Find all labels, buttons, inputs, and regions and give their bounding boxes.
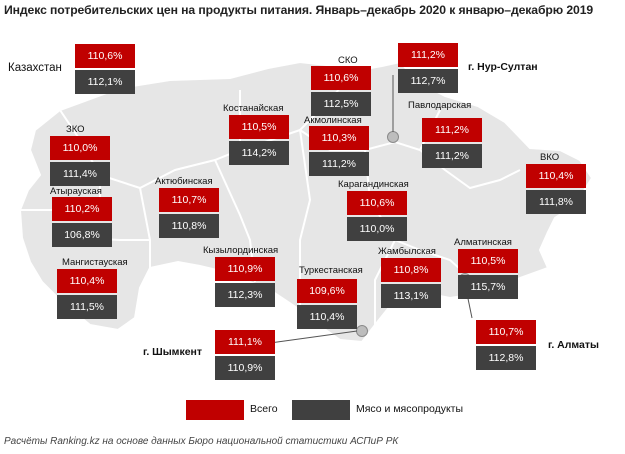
region-label-kostanay: Костанайская <box>223 103 284 114</box>
value-total-kyzylorda: 110,9% <box>215 257 275 281</box>
region-label-mangystau: Мангистауская <box>62 257 128 268</box>
value-meat-turkestan: 110,4% <box>297 305 357 329</box>
value-total-vko: 110,4% <box>526 164 586 188</box>
value-meat-atyrau: 106,8% <box>52 223 112 247</box>
region-box-shymkent: 111,1% 110,9% <box>215 330 275 382</box>
shymkent-marker <box>356 325 368 337</box>
value-meat-almaty-obl: 115,7% <box>458 275 518 299</box>
region-label-sko: СКО <box>338 55 358 66</box>
region-box-mangystau: 110,4% 111,5% <box>57 269 117 321</box>
region-box-karaganda: 110,6% 110,0% <box>347 191 407 243</box>
region-label-shymkent: г. Шымкент <box>143 346 203 358</box>
value-total-turkestan: 109,6% <box>297 279 357 303</box>
region-label-kyzylorda: Кызылординская <box>203 245 279 256</box>
region-label-turkestan: Туркестанская <box>299 265 363 276</box>
value-meat-karaganda: 110,0% <box>347 217 407 241</box>
region-label-nur-sultan: г. Нур-Султан <box>468 61 538 73</box>
region-box-zko: 110,0% 111,4% <box>50 136 110 188</box>
chart-title: Индекс потребительских цен на продукты п… <box>4 3 594 17</box>
value-meat-zhambyl: 113,1% <box>381 284 441 308</box>
region-box-turkestan: 109,6% 110,4% <box>297 279 357 331</box>
value-total-kazakhstan: 110,6% <box>75 44 135 68</box>
source-note: Расчёты Ranking.kz на основе данных Бюро… <box>4 436 399 447</box>
value-total-kostanay: 110,5% <box>229 115 289 139</box>
legend-swatch-meat <box>292 400 350 420</box>
value-meat-almaty: 112,8% <box>476 346 536 370</box>
legend-label-total: Всего <box>250 403 278 415</box>
region-label-akmola: Акмолинская <box>304 115 362 126</box>
value-total-aktobe: 110,7% <box>159 188 219 212</box>
region-box-pavlodar: 111,2% 111,2% <box>422 118 482 170</box>
region-box-nur-sultan: 111,2% 112,7% <box>398 43 458 95</box>
value-meat-pavlodar: 111,2% <box>422 144 482 168</box>
value-meat-kyzylorda: 112,3% <box>215 283 275 307</box>
value-meat-kazakhstan: 112,1% <box>75 70 135 94</box>
region-label-zko: ЗКО <box>66 124 85 135</box>
region-label-kazakhstan: Казахстан <box>8 62 62 74</box>
value-meat-zko: 111,4% <box>50 162 110 186</box>
region-label-zhambyl: Жамбылская <box>378 246 436 257</box>
value-total-karaganda: 110,6% <box>347 191 407 215</box>
region-box-sko: 110,6% 112,5% <box>311 66 371 118</box>
region-box-vko: 110,4% 111,8% <box>526 164 586 216</box>
value-total-zko: 110,0% <box>50 136 110 160</box>
value-total-atyrau: 110,2% <box>52 197 112 221</box>
region-box-aktobe: 110,7% 110,8% <box>159 188 219 240</box>
shymkent-leader <box>269 330 358 344</box>
region-label-pavlodar: Павлодарская <box>408 100 472 111</box>
region-label-atyrau: Атырауская <box>50 186 102 197</box>
value-meat-sko: 112,5% <box>311 92 371 116</box>
region-box-kyzylorda: 110,9% 112,3% <box>215 257 275 309</box>
region-box-almaty-obl: 110,5% 115,7% <box>458 249 518 301</box>
value-meat-vko: 111,8% <box>526 190 586 214</box>
region-label-almaty: г. Алматы <box>548 339 599 351</box>
region-label-aktobe: Актюбинская <box>155 176 213 187</box>
region-box-atyrau: 110,2% 106,8% <box>52 197 112 249</box>
value-meat-nur-sultan: 112,7% <box>398 69 458 93</box>
value-meat-akmola: 111,2% <box>309 152 369 176</box>
value-total-pavlodar: 111,2% <box>422 118 482 142</box>
value-total-almaty-obl: 110,5% <box>458 249 518 273</box>
value-total-shymkent: 111,1% <box>215 330 275 354</box>
region-label-vko: ВКО <box>540 152 560 163</box>
region-box-kazakhstan: 110,6% 112,1% <box>75 44 135 96</box>
value-meat-mangystau: 111,5% <box>57 295 117 319</box>
legend-label-meat: Мясо и мясопродукты <box>356 403 464 415</box>
value-total-akmola: 110,3% <box>309 126 369 150</box>
legend-swatch-total <box>186 400 244 420</box>
region-box-akmola: 110,3% 111,2% <box>309 126 369 178</box>
value-total-mangystau: 110,4% <box>57 269 117 293</box>
region-label-karaganda: Карагандинская <box>338 179 409 190</box>
value-total-zhambyl: 110,8% <box>381 258 441 282</box>
value-total-nur-sultan: 111,2% <box>398 43 458 67</box>
region-label-almaty-obl: Алматинская <box>454 237 512 248</box>
value-meat-kostanay: 114,2% <box>229 141 289 165</box>
value-meat-aktobe: 110,8% <box>159 214 219 238</box>
value-meat-shymkent: 110,9% <box>215 356 275 380</box>
nur-sultan-marker <box>387 131 399 143</box>
value-total-sko: 110,6% <box>311 66 371 90</box>
region-box-kostanay: 110,5% 114,2% <box>229 115 289 167</box>
value-total-almaty: 110,7% <box>476 320 536 344</box>
region-box-almaty: 110,7% 112,8% <box>476 320 536 372</box>
region-box-zhambyl: 110,8% 113,1% <box>381 258 441 310</box>
